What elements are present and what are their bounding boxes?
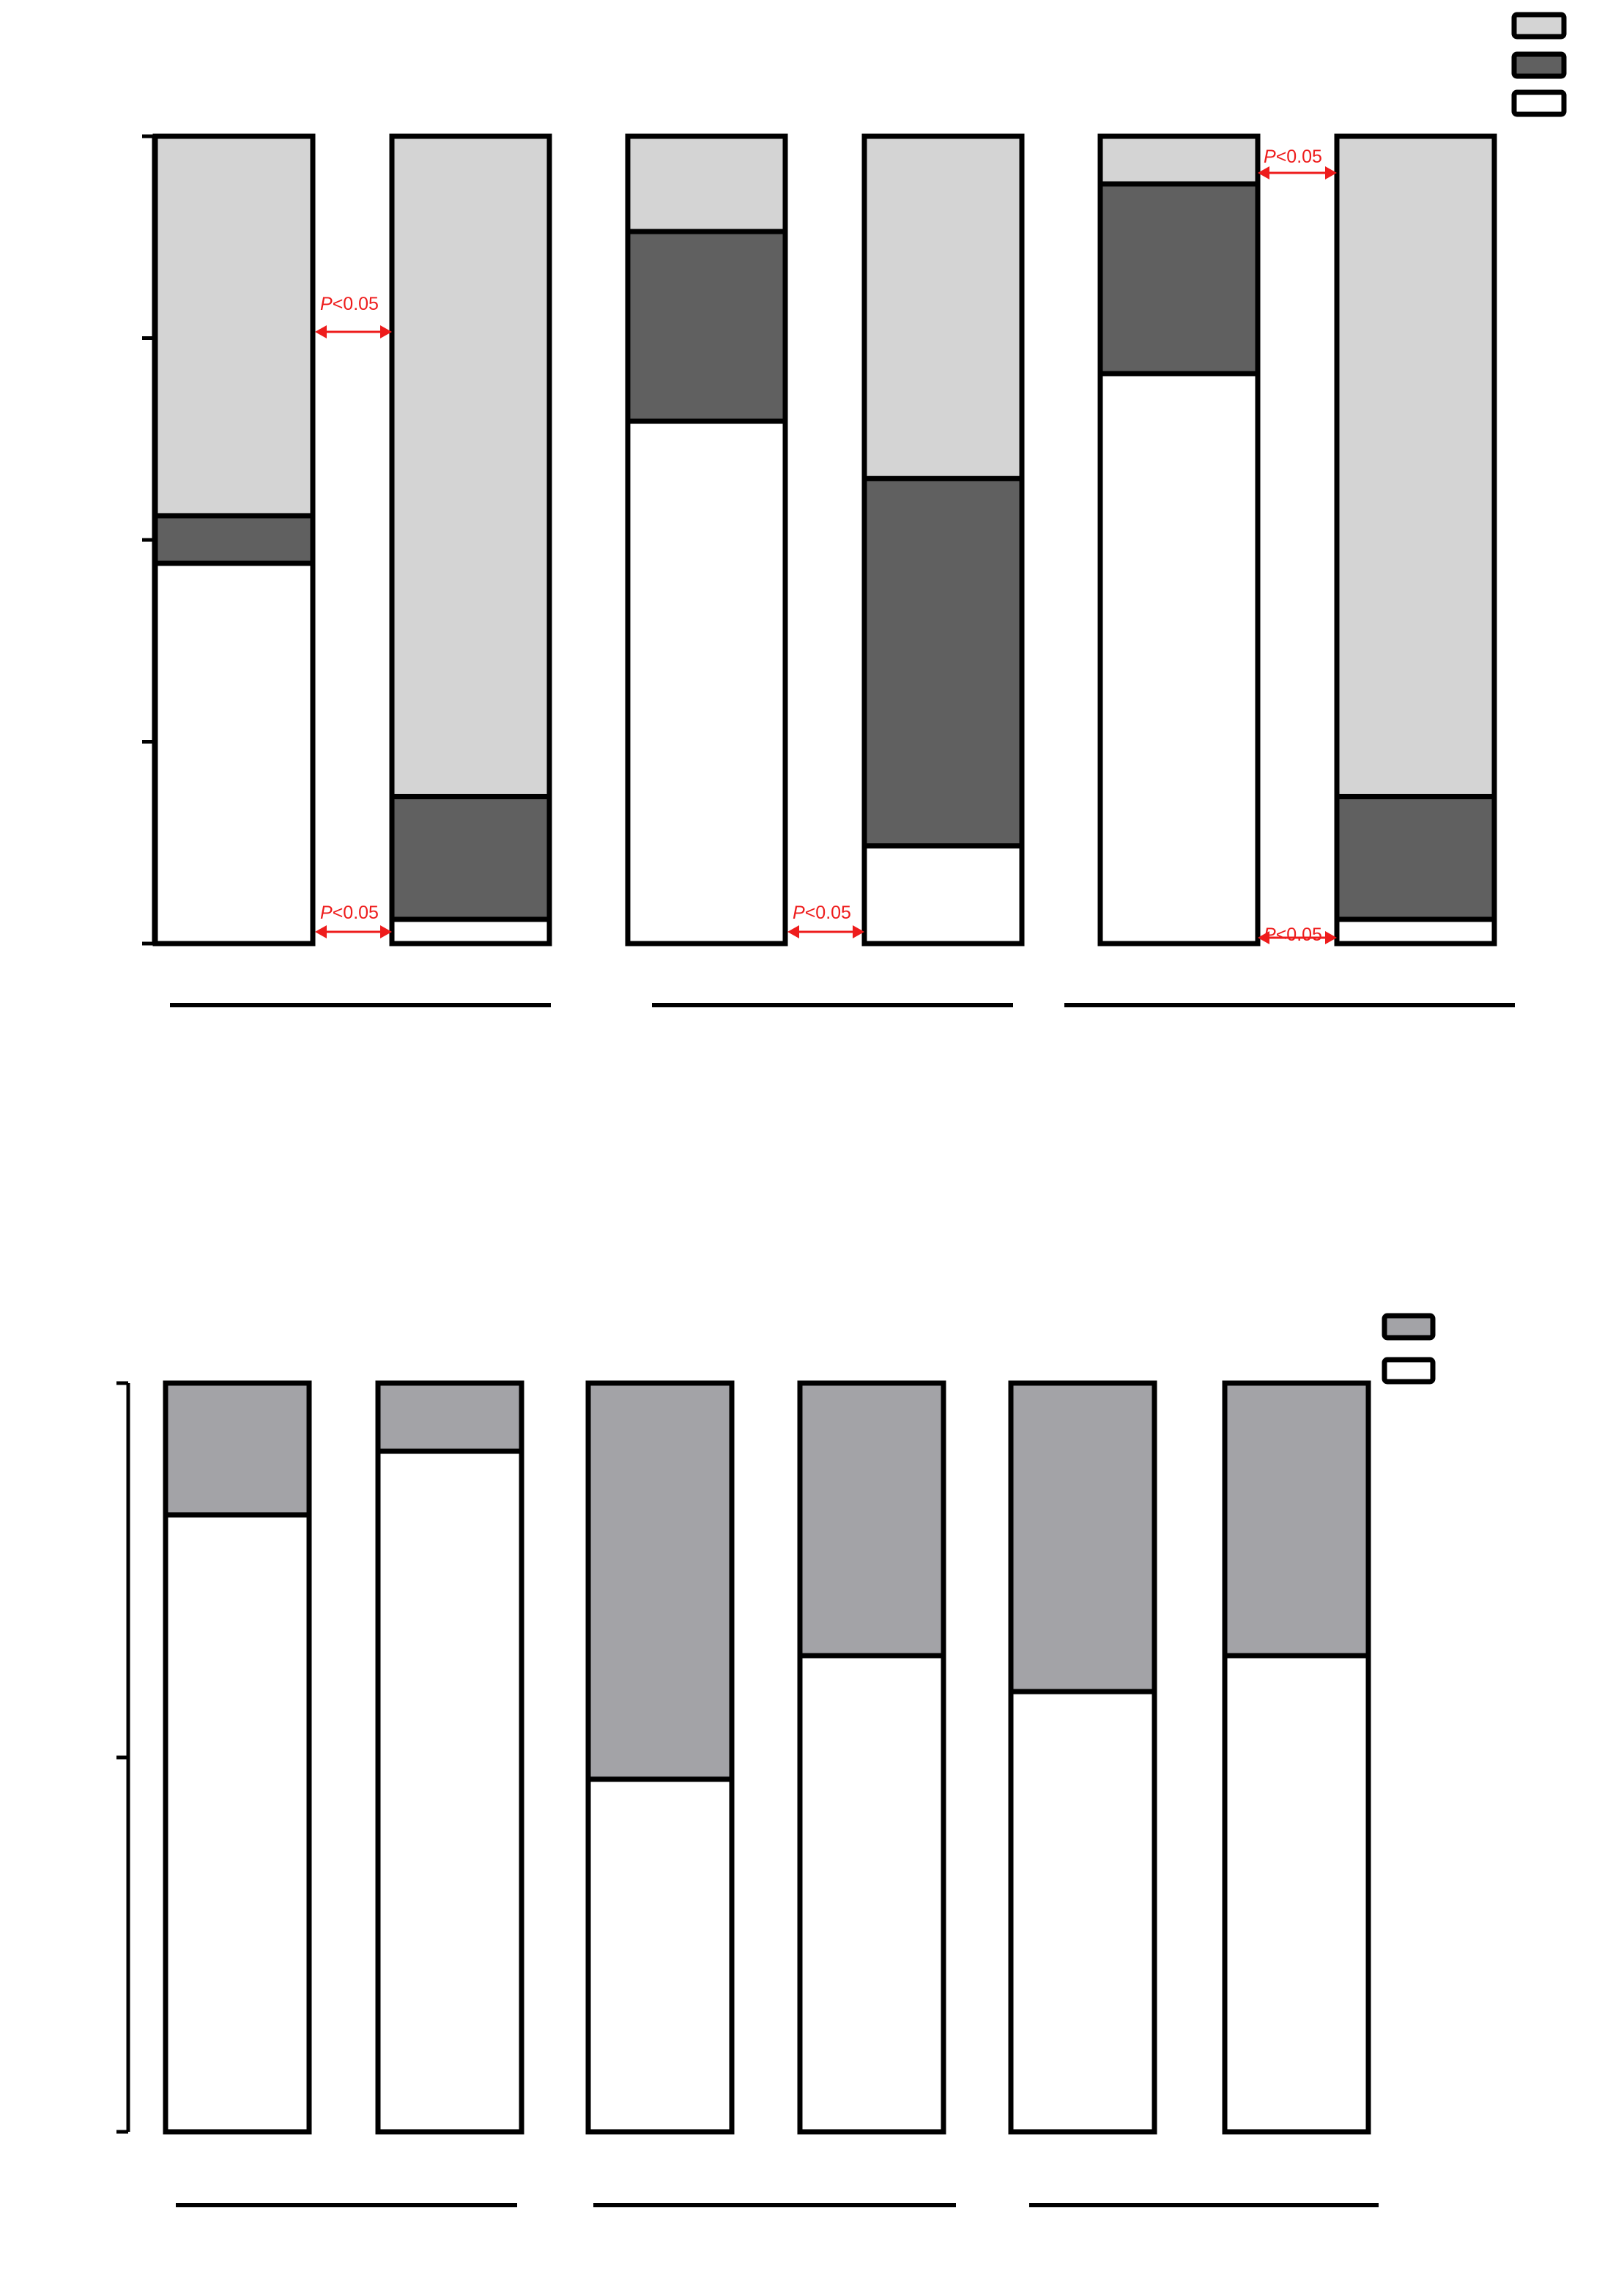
panel-b [116,1313,1436,2207]
bar-ugi-free-1 [375,1380,524,1454]
legend-swatch-l4 [1382,1357,1436,1385]
legend-swatch-ugi-free [1382,1313,1436,1341]
bar-l3-3 [861,133,1025,481]
p-value-symbol: P [320,903,333,923]
arrow-head-left [787,925,799,938]
bar-ugi-free-3 [797,1380,946,1659]
p-value-label: P<0.05 [320,294,379,314]
p-value-symbol: P [320,294,333,314]
bar-ugi-free-0 [163,1380,312,1518]
bar-l4-1 [375,1448,524,2135]
arrow-head-right [853,925,864,938]
p-value-threshold: <0.05 [1276,147,1322,167]
bar-l3-4 [1097,133,1261,187]
bar-l4-4 [1008,1689,1157,2135]
bar-ugi-free-4 [1008,1380,1157,1694]
bar-l2-2 [625,229,788,424]
arrow-head-right [1325,931,1337,944]
bar-l1-1 [389,916,552,946]
bar-l1-2 [625,418,788,946]
p-value-threshold: <0.05 [805,903,851,923]
p-value-threshold: <0.05 [333,294,379,314]
legend-swatch-l2 [1511,51,1567,79]
bar-l1-5 [1334,916,1497,946]
p-value-label: P<0.05 [1264,925,1322,945]
p-value-threshold: <0.05 [1276,925,1322,945]
p-value-threshold: <0.05 [333,903,379,923]
p-value-label: P<0.05 [793,903,851,923]
bar-l1-3 [861,843,1025,946]
bar-l4-5 [1222,1653,1371,2135]
bar-l1-0 [152,560,316,946]
p-value-label: P<0.05 [320,903,379,923]
bar-l2-4 [1097,181,1261,377]
arrow-head-right [380,925,392,938]
bar-l3-0 [152,133,316,519]
bar-l3-5 [1334,133,1497,799]
p-value-label: P<0.05 [1264,147,1322,167]
bar-l4-3 [797,1653,946,2135]
arrow-head-left [315,325,327,338]
bar-l2-1 [389,793,552,922]
bar-l4-2 [585,1777,735,2135]
arrow-head-left [1258,166,1269,179]
bar-l4-0 [163,1512,312,2135]
arrow-head-left [1258,931,1269,944]
bar-l2-0 [152,513,316,566]
arrow-head-left [315,925,327,938]
bar-l3-2 [625,133,788,234]
legend-swatch-l3 [1511,12,1567,40]
arrow-head-right [1325,166,1337,179]
legend-swatch-l1 [1511,89,1567,117]
p-value-symbol: P [1264,147,1276,167]
bar-ugi-free-5 [1222,1380,1371,1659]
bar-ugi-free-2 [585,1380,735,1782]
p-value-symbol: P [793,903,805,923]
bar-l2-5 [1334,793,1497,922]
arrow-head-right [380,325,392,338]
bar-l3-1 [389,133,552,799]
panel-a: P<0.05P<0.05 P<0.05P<0.05P<0.05 [142,12,1567,1007]
bar-l1-4 [1097,371,1261,946]
bar-l2-3 [861,475,1025,849]
p-value-symbol: P [1264,925,1276,945]
